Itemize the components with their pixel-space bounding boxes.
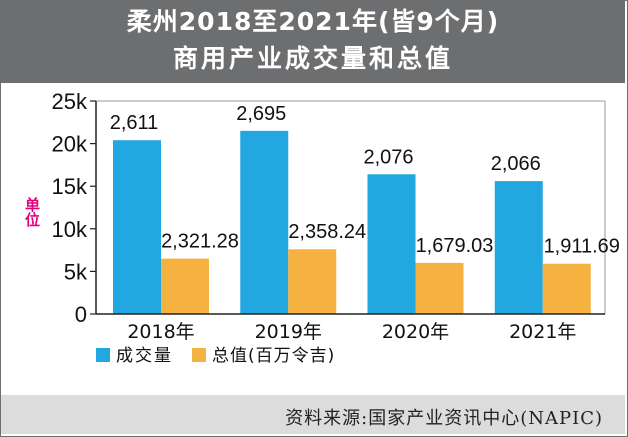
bar-value-1 [288,249,337,314]
bar-volume-2 [367,174,416,314]
y-tick-label-5: 25k [52,89,88,114]
data-label-volume-2: 2,076 [363,146,413,168]
x-tick-label-1: 2019年 [255,321,322,343]
bar-value-3 [542,263,591,314]
bar-volume-0 [113,140,161,314]
data-label-value-2: 1,679.03 [416,235,494,257]
data-label-value-3: 1,911.69 [544,236,620,258]
data-label-volume-0: 2,611 [110,112,159,134]
title-bar: 柔州2018至2021年(皆9个月) 商用产业成交量和总值 [1,1,625,83]
source-note: 资料来源:国家产业资讯中心(NAPIC) [285,408,603,429]
x-tick-label-0: 2018年 [127,321,194,343]
legend-label-value: 总值(百万令吉) [212,346,335,366]
y-tick-label-3: 15k [52,174,88,199]
legend-swatch-volume [96,348,110,362]
data-label-volume-1: 2,695 [236,103,286,125]
legend-swatch-value [192,348,206,362]
bar-volume-1 [240,130,289,314]
y-axis-label: 单位 [23,196,41,227]
bar-volume-3 [494,181,543,314]
data-label-volume-3: 2,066 [491,153,541,175]
y-tick-label-0: 0 [75,302,87,327]
bar-value-0 [161,258,209,314]
source-bar: 资料来源:国家产业资讯中心(NAPIC) [1,395,625,434]
chart-title-line2: 商用产业成交量和总值 [172,44,453,73]
x-tick-label-2: 2020年 [382,321,449,343]
y-tick-label-1: 5k [64,259,88,284]
x-tick-label-3: 2021年 [509,321,576,343]
data-label-value-0: 2,321.28 [161,231,239,253]
bar-value-2 [415,262,464,314]
chart-title-line1: 柔州2018至2021年(皆9个月) [126,7,500,36]
data-label-value-1: 2,358.24 [288,221,366,243]
y-tick-label-2: 10k [52,217,88,242]
y-tick-label-4: 20k [52,132,88,157]
legend-label-volume: 成交量 [116,346,173,366]
